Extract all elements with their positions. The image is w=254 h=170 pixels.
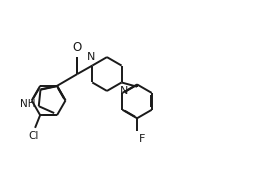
Text: NH: NH bbox=[20, 99, 35, 109]
Text: F: F bbox=[139, 134, 145, 144]
Text: N: N bbox=[119, 86, 128, 96]
Text: Cl: Cl bbox=[28, 131, 39, 141]
Text: O: O bbox=[72, 41, 82, 54]
Text: N: N bbox=[86, 52, 95, 62]
